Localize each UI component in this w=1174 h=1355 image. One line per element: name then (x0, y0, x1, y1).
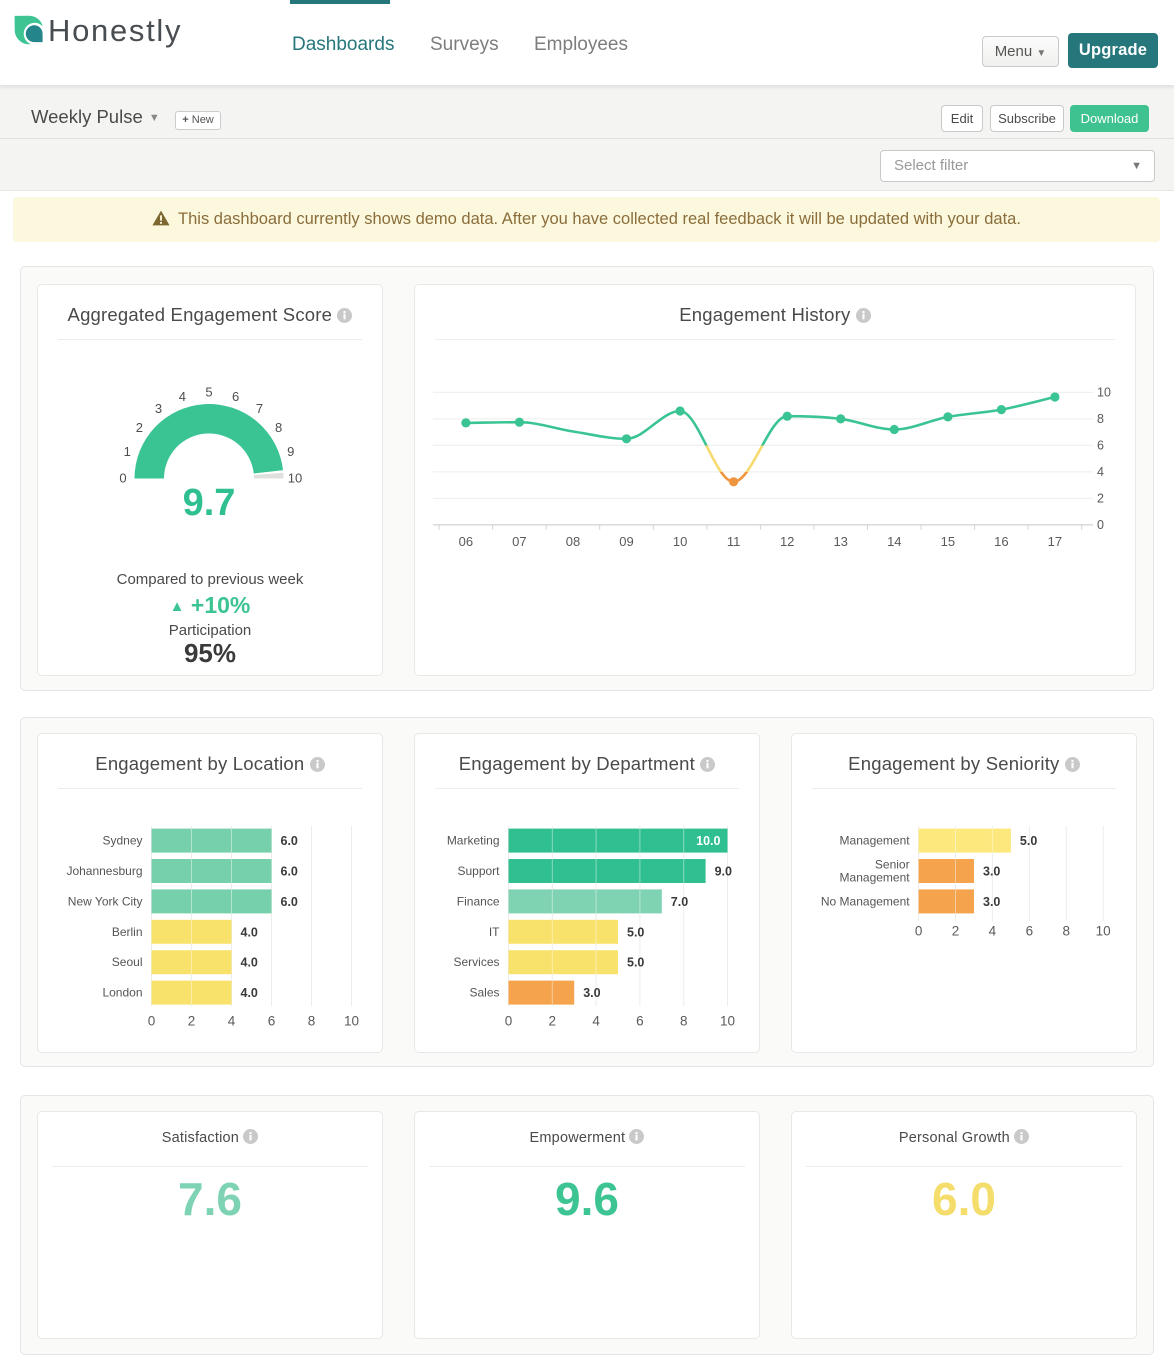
svg-text:IT: IT (489, 925, 500, 939)
svg-text:Finance: Finance (457, 894, 500, 908)
svg-text:14: 14 (887, 534, 901, 549)
svg-text:9.7: 9.7 (183, 482, 236, 524)
svg-text:8: 8 (1097, 412, 1104, 426)
svg-text:Management: Management (840, 834, 911, 848)
svg-text:09: 09 (619, 534, 633, 549)
svg-text:5.0: 5.0 (627, 956, 644, 970)
svg-text:4.0: 4.0 (241, 925, 258, 939)
svg-text:Services: Services (453, 955, 499, 969)
svg-text:6: 6 (1026, 924, 1034, 939)
svg-text:10: 10 (288, 471, 302, 486)
svg-text:2: 2 (952, 924, 960, 939)
svg-text:8: 8 (308, 1014, 316, 1029)
svg-text:0: 0 (148, 1014, 156, 1029)
svg-text:4.0: 4.0 (241, 986, 258, 1000)
svg-text:07: 07 (512, 534, 526, 549)
svg-text:2: 2 (549, 1014, 557, 1029)
svg-text:16: 16 (994, 534, 1008, 549)
svg-text:Sydney: Sydney (102, 834, 142, 848)
svg-text:10: 10 (344, 1014, 359, 1029)
svg-text:5.0: 5.0 (1020, 834, 1037, 848)
svg-text:Marketing: Marketing (447, 834, 500, 848)
svg-text:2: 2 (136, 420, 143, 435)
svg-text:06: 06 (459, 534, 473, 549)
svg-text:Berlin: Berlin (112, 925, 143, 939)
svg-text:Support: Support (457, 864, 500, 878)
svg-text:8: 8 (275, 420, 282, 435)
svg-text:11: 11 (727, 534, 741, 549)
svg-text:7.0: 7.0 (671, 895, 688, 909)
svg-text:8: 8 (1063, 924, 1071, 939)
svg-text:4: 4 (179, 389, 186, 404)
svg-text:10: 10 (1097, 386, 1111, 400)
svg-text:Sales: Sales (469, 986, 499, 1000)
svg-text:5: 5 (205, 385, 212, 400)
svg-text:17: 17 (1048, 534, 1062, 549)
svg-text:10: 10 (673, 534, 687, 549)
svg-text:0: 0 (505, 1014, 513, 1029)
svg-text:7: 7 (256, 401, 263, 416)
svg-text:3.0: 3.0 (983, 895, 1000, 909)
svg-text:6.0: 6.0 (281, 834, 298, 848)
svg-text:6: 6 (232, 389, 239, 404)
svg-text:1: 1 (124, 444, 131, 459)
svg-text:Johannesburg: Johannesburg (66, 864, 142, 878)
svg-text:9: 9 (287, 444, 294, 459)
svg-text:0: 0 (1097, 518, 1104, 532)
svg-text:6: 6 (1097, 439, 1104, 453)
svg-text:New York City: New York City (68, 894, 143, 908)
svg-text:10: 10 (720, 1014, 735, 1029)
svg-text:12: 12 (780, 534, 794, 549)
svg-text:08: 08 (566, 534, 580, 549)
svg-text:London: London (102, 986, 142, 1000)
svg-text:6: 6 (268, 1014, 276, 1029)
svg-text:Seoul: Seoul (112, 955, 143, 969)
svg-text:Senior: Senior (875, 858, 910, 872)
svg-text:8: 8 (680, 1014, 688, 1029)
svg-text:2: 2 (1097, 492, 1104, 506)
svg-text:9.0: 9.0 (715, 865, 732, 879)
svg-text:3: 3 (155, 401, 162, 416)
svg-text:3.0: 3.0 (983, 865, 1000, 879)
svg-text:4: 4 (228, 1014, 236, 1029)
svg-text:0: 0 (119, 471, 126, 486)
svg-text:Management: Management (840, 871, 911, 885)
svg-text:15: 15 (941, 534, 955, 549)
svg-text:5.0: 5.0 (627, 925, 644, 939)
svg-text:10: 10 (1096, 924, 1111, 939)
svg-text:No Management: No Management (821, 894, 910, 908)
svg-text:0: 0 (915, 924, 923, 939)
svg-text:2: 2 (188, 1014, 196, 1029)
svg-text:6.0: 6.0 (281, 865, 298, 879)
svg-text:4: 4 (989, 924, 997, 939)
svg-text:10.0: 10.0 (696, 834, 720, 848)
svg-text:13: 13 (833, 534, 847, 549)
svg-text:6: 6 (636, 1014, 644, 1029)
svg-text:4: 4 (1097, 465, 1104, 479)
svg-text:4.0: 4.0 (241, 956, 258, 970)
svg-text:3.0: 3.0 (583, 986, 600, 1000)
svg-text:4: 4 (592, 1014, 600, 1029)
svg-text:6.0: 6.0 (281, 895, 298, 909)
